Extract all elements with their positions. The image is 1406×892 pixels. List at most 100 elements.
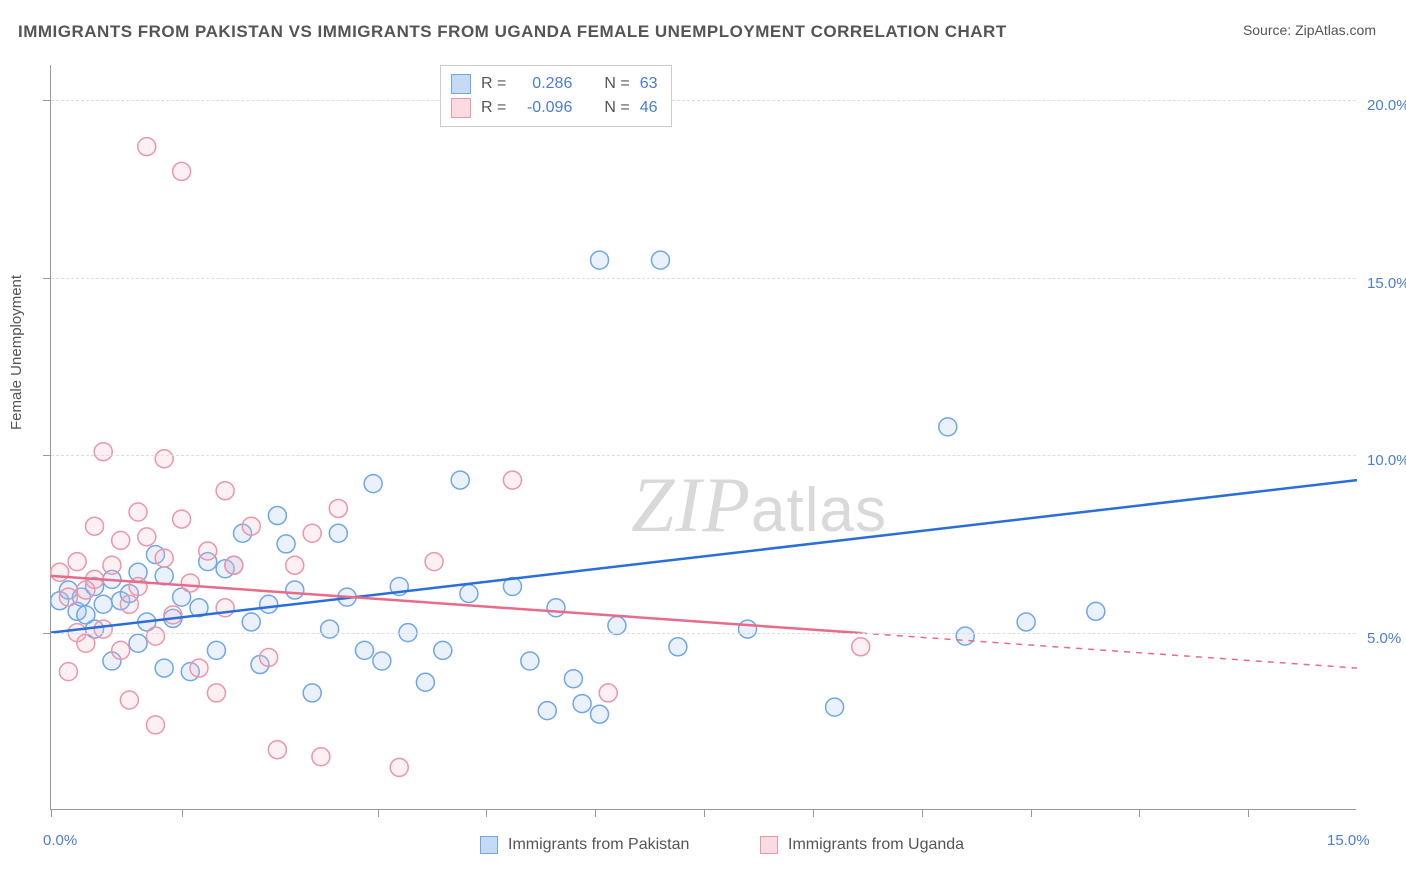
legend-n-label: N = <box>604 96 629 120</box>
legend-r-value-2: -0.096 <box>516 96 572 120</box>
scatter-point <box>651 251 669 269</box>
scatter-point <box>199 542 217 560</box>
scatter-point <box>68 553 86 571</box>
scatter-point <box>739 620 757 638</box>
scatter-point <box>451 471 469 489</box>
scatter-point <box>591 705 609 723</box>
scatter-point <box>112 641 130 659</box>
scatter-point <box>312 748 330 766</box>
y-tick-label: 20.0% <box>1367 97 1406 114</box>
scatter-point <box>277 535 295 553</box>
scatter-point <box>355 641 373 659</box>
scatter-point <box>129 634 147 652</box>
source-attribution: Source: ZipAtlas.com <box>1243 22 1376 38</box>
scatter-point <box>260 648 278 666</box>
scatter-point <box>425 553 443 571</box>
scatter-svg <box>51 65 1356 809</box>
swatch-series2-bottom <box>760 836 778 854</box>
scatter-point <box>538 702 556 720</box>
legend-r-label: R = <box>481 72 506 96</box>
scatter-point <box>434 641 452 659</box>
scatter-point <box>173 162 191 180</box>
legend-n-value-1: 63 <box>640 72 658 96</box>
legend-r-value-1: 0.286 <box>516 72 572 96</box>
bottom-legend-series1: Immigrants from Pakistan <box>480 836 689 854</box>
bottom-legend-label-2: Immigrants from Uganda <box>788 836 964 854</box>
scatter-point <box>286 581 304 599</box>
y-axis-label: Female Unemployment <box>8 275 25 430</box>
scatter-point <box>225 556 243 574</box>
scatter-point <box>146 627 164 645</box>
scatter-point <box>1087 602 1105 620</box>
scatter-point <box>521 652 539 670</box>
bottom-legend-series2: Immigrants from Uganda <box>760 836 964 854</box>
scatter-point <box>207 684 225 702</box>
scatter-point <box>207 641 225 659</box>
x-tick-label: 0.0% <box>43 832 77 849</box>
scatter-point <box>1017 613 1035 631</box>
scatter-point <box>59 588 77 606</box>
correlation-chart: IMMIGRANTS FROM PAKISTAN VS IMMIGRANTS F… <box>0 0 1406 892</box>
scatter-point <box>242 613 260 631</box>
y-tick-label: 10.0% <box>1367 452 1406 469</box>
scatter-point <box>190 659 208 677</box>
scatter-point <box>146 716 164 734</box>
scatter-point <box>416 673 434 691</box>
legend-row-series2: R = -0.096 N = 46 <box>451 96 657 120</box>
scatter-point <box>164 606 182 624</box>
trend-line-extrapolated <box>861 633 1357 668</box>
scatter-point <box>138 528 156 546</box>
scatter-point <box>939 418 957 436</box>
plot-area: ZIPatlas 5.0%10.0%15.0%20.0%0.0%15.0% <box>50 65 1356 810</box>
scatter-point <box>51 563 69 581</box>
scatter-point <box>94 620 112 638</box>
scatter-point <box>956 627 974 645</box>
legend-r-label: R = <box>481 96 506 120</box>
scatter-point <box>321 620 339 638</box>
scatter-point <box>242 517 260 535</box>
scatter-point <box>329 524 347 542</box>
scatter-point <box>286 556 304 574</box>
scatter-point <box>138 138 156 156</box>
scatter-point <box>826 698 844 716</box>
stats-legend: R = 0.286 N = 63 R = -0.096 N = 46 <box>440 65 672 127</box>
scatter-point <box>268 741 286 759</box>
scatter-point <box>59 663 77 681</box>
scatter-point <box>86 517 104 535</box>
scatter-point <box>129 578 147 596</box>
scatter-point <box>573 695 591 713</box>
trend-line <box>51 480 1357 633</box>
scatter-point <box>460 585 478 603</box>
scatter-point <box>173 510 191 528</box>
scatter-point <box>155 659 173 677</box>
legend-n-value-2: 46 <box>640 96 658 120</box>
scatter-point <box>120 691 138 709</box>
scatter-point <box>364 475 382 493</box>
scatter-point <box>216 482 234 500</box>
chart-title: IMMIGRANTS FROM PAKISTAN VS IMMIGRANTS F… <box>18 22 1007 42</box>
scatter-point <box>547 599 565 617</box>
scatter-point <box>155 450 173 468</box>
scatter-point <box>181 574 199 592</box>
scatter-point <box>852 638 870 656</box>
scatter-point <box>591 251 609 269</box>
scatter-point <box>390 758 408 776</box>
scatter-point <box>94 595 112 613</box>
scatter-point <box>303 524 321 542</box>
scatter-point <box>260 595 278 613</box>
y-tick-label: 15.0% <box>1367 275 1406 292</box>
scatter-point <box>129 503 147 521</box>
bottom-legend-label-1: Immigrants from Pakistan <box>508 836 689 854</box>
x-tick-label: 15.0% <box>1327 832 1370 849</box>
swatch-series2 <box>451 98 471 118</box>
scatter-point <box>155 549 173 567</box>
swatch-series1-bottom <box>480 836 498 854</box>
scatter-point <box>94 443 112 461</box>
scatter-point <box>112 531 130 549</box>
scatter-point <box>669 638 687 656</box>
scatter-point <box>599 684 617 702</box>
scatter-point <box>503 471 521 489</box>
scatter-point <box>329 499 347 517</box>
legend-row-series1: R = 0.286 N = 63 <box>451 72 657 96</box>
scatter-point <box>103 556 121 574</box>
